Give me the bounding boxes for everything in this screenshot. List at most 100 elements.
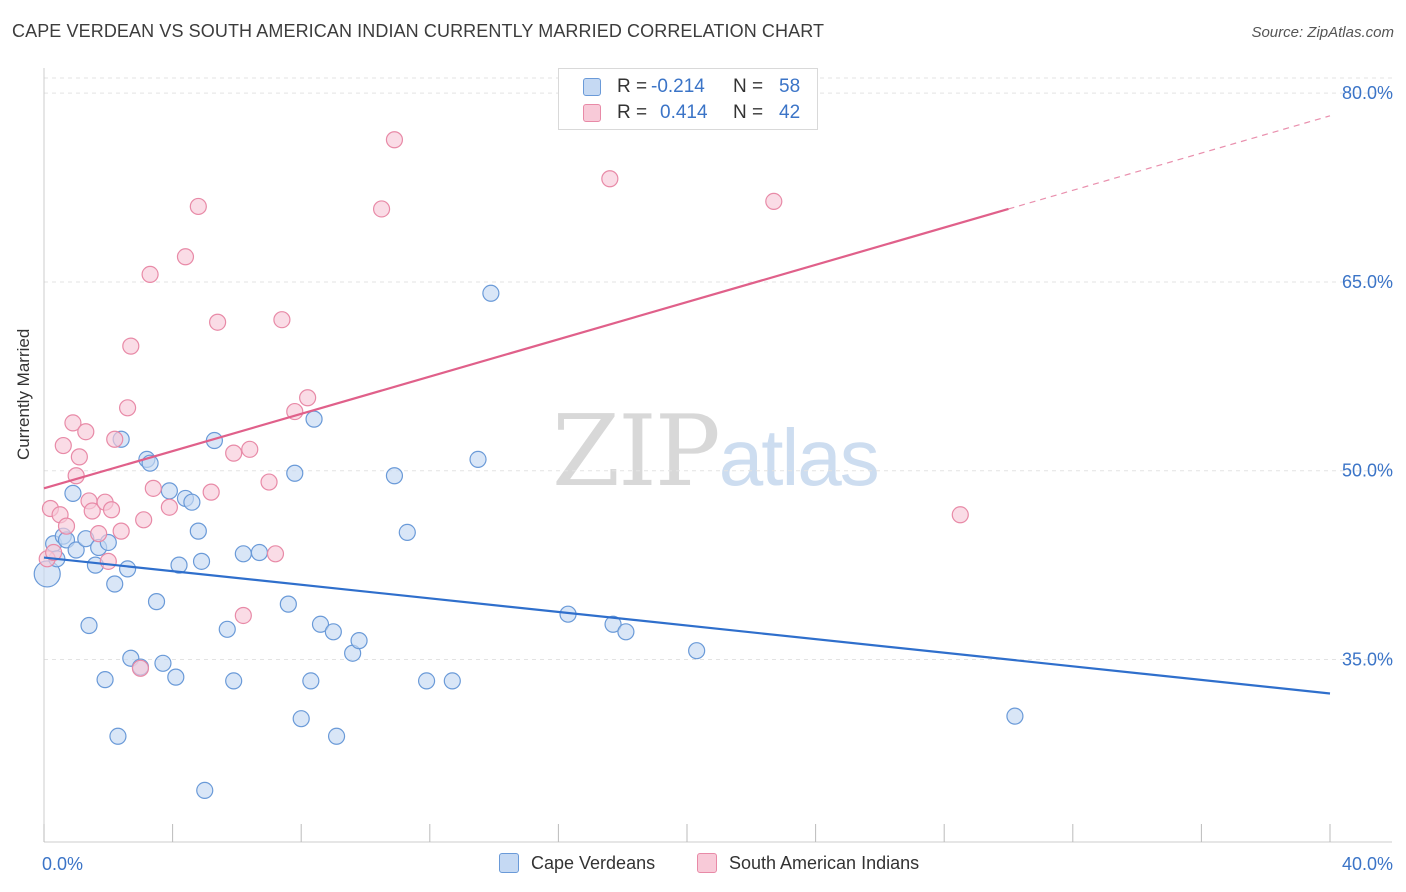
south-american-indian-point — [234, 606, 252, 625]
cape-verdean-point — [118, 560, 137, 578]
south-american-indian-point — [225, 444, 243, 462]
south-american-indian-point — [765, 192, 783, 211]
south-american-indian-point — [70, 448, 88, 466]
legend-r-label: R = — [617, 76, 648, 97]
correlation-legend: R = -0.214 N = 58 R = 0.414 N = 42 — [558, 68, 818, 130]
south-american-indian-point — [299, 389, 317, 407]
legend-swatch-pink — [583, 104, 601, 122]
cape-verdean-point — [482, 284, 500, 302]
cape-verdean-point — [311, 615, 330, 633]
cape-verdean-point — [106, 575, 124, 593]
cape-verdean-point — [170, 556, 188, 574]
cape-verdean-point — [443, 672, 461, 690]
south-american-indian-point — [160, 498, 178, 516]
south-american-indian-point — [83, 502, 101, 520]
south-american-indian-point — [122, 337, 140, 355]
cape-verdean-point — [1006, 707, 1024, 725]
cape-verdean-point — [350, 632, 368, 650]
axes — [43, 68, 1392, 843]
watermark-zip: ZIP — [552, 395, 721, 509]
cape-verdean-point — [324, 623, 342, 641]
tick-labels: 35.0% 50.0% 65.0% 80.0% 0.0% 40.0% — [42, 83, 1393, 874]
cape-verdean-point — [183, 493, 201, 511]
cape-verdean-point — [196, 781, 214, 800]
cape-verdean-point — [64, 484, 82, 502]
south-american-indian-point — [385, 131, 404, 149]
x-tick-label: 40.0% — [1342, 854, 1393, 874]
legend-n-label: N = — [733, 76, 764, 97]
cape-verdean-point — [250, 543, 269, 562]
cape-verdean-point — [327, 727, 346, 745]
legend-r-value: -0.214 — [651, 76, 705, 97]
legend-label-cape-verdeans: Cape Verdeans — [531, 853, 656, 873]
cape-verdean-trend-line — [43, 556, 1331, 695]
south-american-indian-trend-extension — [1008, 115, 1331, 210]
legend-r-value: 0.414 — [660, 102, 708, 123]
south-american-indian-point — [131, 659, 150, 677]
south-american-indian-point — [118, 399, 137, 417]
south-american-indian-point — [102, 501, 121, 519]
grid-lines — [44, 77, 1392, 661]
legend-r-label: R = — [617, 102, 648, 123]
south-american-indian-point — [266, 545, 285, 563]
south-american-indian-point — [202, 483, 220, 501]
source-credit: Source: ZipAtlas.com — [1251, 24, 1394, 41]
south-american-indian-trend-line — [43, 207, 1009, 490]
legend-swatch-blue — [583, 78, 601, 96]
south-american-indian-point — [209, 313, 227, 331]
cape-verdean-point — [305, 410, 323, 428]
cape-verdean-point — [302, 672, 320, 690]
legend-n-value: 58 — [779, 76, 801, 97]
south-american-indian-point — [135, 511, 153, 529]
cape-verdean-point — [154, 654, 172, 672]
legend-n-label: N = — [733, 102, 764, 123]
south-american-indian-point — [144, 479, 162, 497]
cape-verdean-point — [67, 541, 85, 559]
south-american-indian-point — [951, 506, 969, 524]
watermark: ZIPatlas — [552, 395, 880, 509]
south-american-indian-point — [260, 473, 278, 491]
south-american-indian-point — [77, 423, 95, 441]
y-tick-label: 50.0% — [1342, 461, 1393, 481]
y-axis-label: Currently Married — [14, 328, 33, 460]
cape-verdean-point — [160, 482, 178, 500]
south-american-indian-point — [601, 170, 619, 188]
cape-verdean-point — [189, 522, 207, 540]
data-points — [33, 131, 1024, 800]
cape-verdean-point — [167, 668, 185, 686]
south-american-indian-point — [241, 440, 259, 458]
cape-verdean-point — [398, 523, 416, 542]
south-american-indian-point — [372, 200, 391, 218]
cape-verdean-point — [192, 552, 211, 570]
legend-n-value: 42 — [779, 102, 801, 123]
south-american-indian-point — [90, 525, 108, 543]
cape-verdean-point — [147, 593, 166, 611]
cape-verdean-point — [469, 450, 487, 469]
south-american-indian-point — [106, 430, 124, 448]
south-american-indian-point — [112, 522, 130, 540]
cape-verdean-point — [279, 595, 297, 613]
south-american-indian-point — [54, 436, 72, 455]
south-american-indian-point — [141, 265, 159, 283]
south-american-indian-point — [64, 414, 82, 432]
legend-swatch-pink — [697, 853, 717, 873]
cape-verdean-point — [80, 616, 98, 635]
cape-verdean-point — [286, 464, 304, 482]
series-legend: Cape Verdeans South American Indians — [0, 852, 1406, 878]
south-american-indian-point — [176, 248, 195, 266]
trend-lines — [43, 115, 1331, 695]
watermark-atlas: atlas — [718, 413, 880, 502]
chart-title: CAPE VERDEAN VS SOUTH AMERICAN INDIAN CU… — [12, 21, 825, 41]
cape-verdean-point — [234, 545, 252, 563]
cape-verdean-point — [218, 620, 236, 638]
legend-swatch-blue — [499, 853, 519, 873]
cape-verdean-point — [225, 672, 243, 690]
cape-verdean-point — [617, 623, 635, 641]
y-tick-label: 80.0% — [1342, 83, 1393, 103]
cape-verdean-point — [96, 671, 114, 689]
south-american-indian-point — [189, 197, 207, 216]
south-american-indian-point — [99, 552, 117, 570]
y-tick-label: 35.0% — [1342, 650, 1393, 670]
cape-verdean-point — [292, 710, 310, 728]
